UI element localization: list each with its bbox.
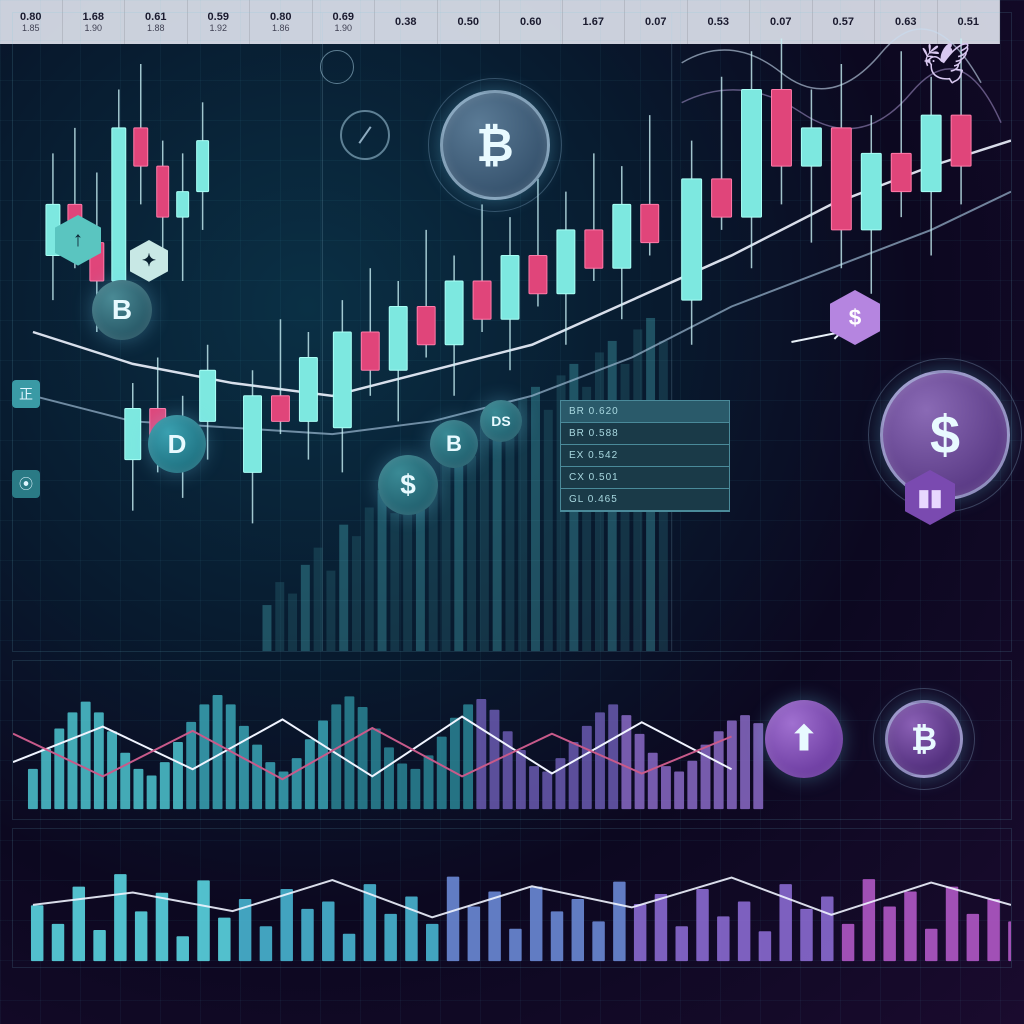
icon-glyph: $	[400, 469, 416, 501]
table-row: CX 0.501	[561, 467, 729, 489]
coin-ring	[873, 688, 975, 790]
price-data-table: BR 0.620BR 0.588EX 0.542CX 0.501GL 0.465	[560, 400, 730, 512]
icon-glyph: DS	[491, 413, 510, 429]
icon-glyph: ⬆	[790, 719, 819, 759]
icon-glyph: B	[112, 294, 132, 326]
volume-histogram-panel	[12, 828, 1012, 968]
table-row: BR 0.588	[561, 423, 729, 445]
table-row: BR 0.620	[561, 401, 729, 423]
dollar-coin-icon: $	[378, 455, 438, 515]
compass-icon	[340, 110, 390, 160]
coin-b-icon: B	[430, 420, 478, 468]
table-row: GL 0.465	[561, 489, 729, 511]
bird-icon: 🕊	[920, 40, 971, 87]
side-badge: 正	[12, 380, 40, 408]
coin-d-icon: D	[148, 415, 206, 473]
coin-ring	[428, 78, 562, 212]
coin-ds-icon: DS	[480, 400, 522, 442]
table-row: EX 0.542	[561, 445, 729, 467]
orbit-icon	[320, 50, 354, 84]
side-badge: ⦿	[12, 470, 40, 498]
arrow-up-circle-icon: ⬆	[765, 700, 843, 778]
oscillator-indicator-panel	[12, 660, 1012, 820]
bitcoin-small-icon: B	[92, 280, 152, 340]
icon-glyph: B	[446, 431, 462, 457]
icon-glyph: D	[168, 429, 187, 460]
